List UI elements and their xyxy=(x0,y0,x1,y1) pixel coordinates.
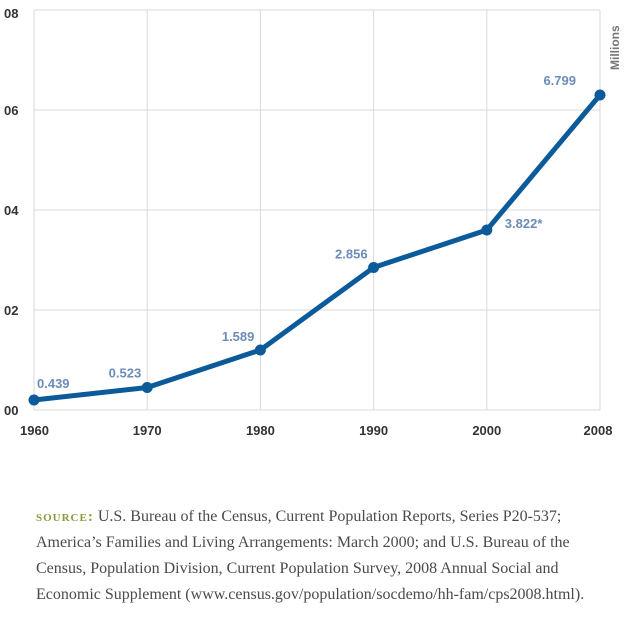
source-note: SOURCE: U.S. Bureau of the Census, Curre… xyxy=(36,504,608,608)
x-tick-1970: 1970 xyxy=(133,423,162,438)
data-label-1960: 0.439 xyxy=(37,376,70,391)
y-tick-4: 08 xyxy=(4,6,18,21)
data-label-2000: 3.822* xyxy=(505,216,544,231)
data-label-1980: 1.589 xyxy=(222,329,255,344)
data-label-1990: 2.856 xyxy=(335,247,368,262)
vertical-gridlines xyxy=(33,10,601,410)
x-axis-ticks: 1960 1970 1980 1990 2000 2008 xyxy=(20,423,612,438)
y-axis-ticks: 00 02 04 06 08 xyxy=(4,6,19,418)
data-point-2008 xyxy=(594,89,606,101)
unit-label: Millions xyxy=(608,25,622,70)
data-point-1960 xyxy=(28,394,40,406)
y-tick-0: 00 xyxy=(4,403,18,418)
data-label-1970: 0.523 xyxy=(109,366,142,381)
source-lead: SOURCE: xyxy=(36,509,94,525)
series-line xyxy=(31,92,603,403)
x-tick-2008: 2008 xyxy=(584,423,613,438)
data-label-2008: 6.799 xyxy=(543,73,576,88)
y-tick-2: 04 xyxy=(4,203,19,218)
y-tick-3: 06 xyxy=(4,103,18,118)
data-point-1990 xyxy=(368,262,380,273)
y-tick-1: 02 xyxy=(4,303,18,318)
data-point-1980 xyxy=(254,344,266,356)
data-point-1970 xyxy=(141,382,153,393)
x-tick-1990: 1990 xyxy=(359,423,388,438)
line-chart: 00 02 04 06 08 1960 1970 1980 1990 2000 2008 0.43… xyxy=(4,6,622,438)
x-tick-1960: 1960 xyxy=(20,423,49,438)
data-labels: 0.439 0.523 1.589 2.856 3.822* 6.799 xyxy=(37,73,576,391)
data-point-2000 xyxy=(481,224,493,236)
x-tick-2000: 2000 xyxy=(472,423,501,438)
source-text: U.S. Bureau of the Census, Current Popul… xyxy=(36,508,585,603)
x-tick-1980: 1980 xyxy=(246,423,275,438)
horizontal-gridlines xyxy=(34,9,600,411)
data-points xyxy=(28,89,606,406)
